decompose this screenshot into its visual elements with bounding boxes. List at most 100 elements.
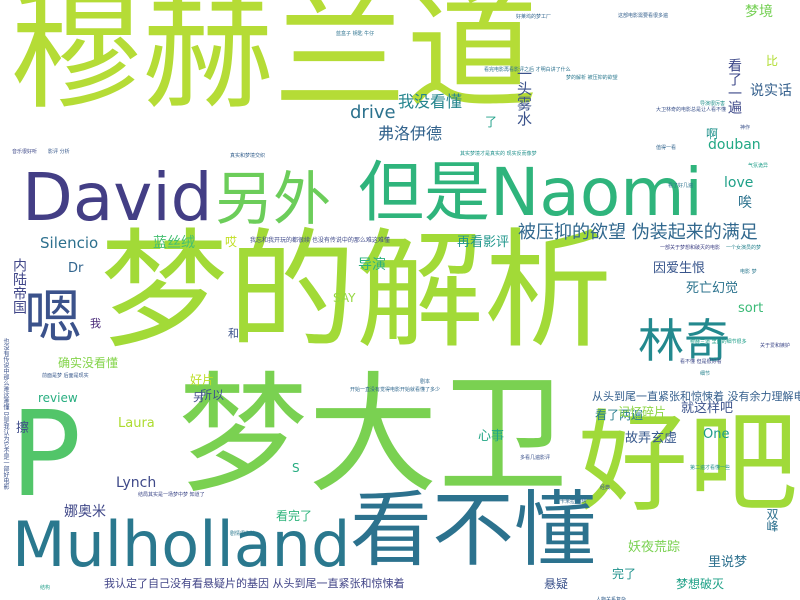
word: 再看影评 bbox=[457, 235, 510, 250]
word: Silencio bbox=[40, 234, 99, 252]
word: 结构 bbox=[40, 585, 51, 591]
word: 被压抑的欲望 伪装起来的满足 bbox=[518, 222, 758, 243]
word: 看不懂 bbox=[350, 483, 597, 578]
word: 从头到尾一直紧张和惊悚着 没有余力理解电影本身 bbox=[592, 390, 800, 403]
word: One bbox=[703, 427, 730, 442]
word: 梦的解析 bbox=[100, 217, 613, 366]
word: 我忘和我开玩的都很续 也没有传说中的那么难这难懂 bbox=[250, 237, 390, 244]
word: 了 bbox=[485, 115, 498, 129]
word: 擦 bbox=[16, 421, 30, 436]
word: 人物关系复杂 bbox=[596, 597, 627, 600]
word: 影评 分析 bbox=[48, 149, 70, 155]
word: 死亡幻觉 bbox=[686, 281, 739, 296]
word: 多看几遍影评 bbox=[520, 455, 551, 461]
word: 啊 bbox=[706, 127, 719, 141]
word: 看了好几遍 bbox=[668, 183, 694, 189]
word: 导演很厉害 bbox=[700, 101, 726, 107]
word: drive bbox=[350, 102, 396, 123]
word: sort bbox=[738, 301, 764, 316]
word: 一个女演员的梦 bbox=[726, 245, 762, 251]
word: 唉 bbox=[738, 195, 752, 211]
word: 心事 bbox=[478, 429, 505, 444]
word: 梦大卫 bbox=[178, 359, 569, 511]
word: 看完电影再看影评之后 才明白讲了什么 bbox=[484, 67, 571, 73]
word: 细节 bbox=[700, 371, 711, 377]
word: SAY bbox=[333, 291, 356, 305]
word: 双峰 bbox=[765, 508, 779, 532]
word: 穆赫兰道 bbox=[10, 0, 538, 128]
word: 第二遍才看懂一些 bbox=[690, 465, 731, 471]
word: 记忆碎片 bbox=[618, 405, 667, 419]
word: 开始一直没有觉得电影开始就看懂了多少 bbox=[350, 387, 441, 393]
word: 一部关于梦想和破灭的电影 bbox=[660, 245, 721, 251]
word: 因爱生恨 bbox=[653, 261, 706, 276]
word: 确实没看懂 bbox=[58, 356, 119, 370]
word: 剧本 bbox=[420, 379, 431, 385]
word: 穆赫兰道 里面的细节很多 bbox=[690, 339, 747, 345]
word: 剧情很烧脑 bbox=[230, 531, 256, 537]
word: 内陆帝国 bbox=[11, 258, 27, 314]
word: 气氛诡异 bbox=[748, 163, 769, 169]
word: 我没看懂 bbox=[398, 92, 463, 111]
word: 但是Naomi bbox=[358, 154, 703, 231]
word: Lynch bbox=[116, 475, 157, 491]
word: 和 bbox=[228, 327, 239, 340]
word: 梦想破灭 bbox=[676, 577, 725, 591]
word: 好莱坞的梦工厂 bbox=[516, 14, 552, 20]
word: 其实梦境才是真实的 现实反而像梦 bbox=[460, 151, 537, 157]
word: 嗯 bbox=[24, 283, 83, 351]
word: 卡米拉 丽塔 bbox=[560, 499, 587, 505]
word: 故弄玄虚 bbox=[625, 431, 678, 446]
word: 所以 bbox=[200, 388, 225, 402]
word: love bbox=[724, 175, 754, 191]
word: Laura bbox=[118, 416, 155, 431]
word: 真实和梦境交织 bbox=[230, 153, 266, 159]
word: douban bbox=[708, 137, 761, 153]
word: 弗洛伊德 bbox=[378, 124, 443, 143]
word: Dr bbox=[68, 261, 84, 276]
word: 我认定了自己没有看悬疑片的基因 从头到尾一直紧张和惊悚着 bbox=[104, 577, 405, 590]
word: Mulholland bbox=[12, 508, 351, 581]
word: 音乐很好听 bbox=[12, 149, 38, 155]
word: 娜奥米 bbox=[64, 504, 106, 520]
word: 看了一遍 bbox=[726, 58, 742, 114]
word: 说实话 bbox=[750, 83, 792, 99]
word: 另 bbox=[193, 391, 204, 404]
word: 蓝丝绒 bbox=[153, 235, 195, 251]
word: 里说梦 bbox=[708, 555, 748, 570]
word: 比 bbox=[766, 54, 779, 68]
word: 导演 bbox=[358, 257, 386, 273]
word: 梦的解析 被压抑的欲望 bbox=[566, 75, 618, 81]
word: 这部电影需要看很多遍 bbox=[618, 13, 669, 19]
word: S bbox=[292, 461, 300, 475]
word: 好片 bbox=[190, 373, 215, 387]
word: review bbox=[38, 391, 78, 405]
word: 林奇 bbox=[638, 314, 730, 368]
word: 神作 bbox=[740, 125, 751, 131]
word: 值得一看 bbox=[656, 145, 677, 151]
word: 哎 bbox=[225, 235, 238, 249]
word: 蓝盒子 钥匙 牛仔 bbox=[336, 31, 375, 37]
word: 妖夜荒踪 bbox=[628, 540, 681, 555]
word: 前面是梦 后面是现实 bbox=[42, 373, 89, 379]
word: 电影 梦 bbox=[740, 269, 757, 275]
word: 关于爱和嫉妒 bbox=[760, 343, 791, 349]
word: 看了两遍 bbox=[595, 408, 644, 422]
word: 大卫林奇的电影总是让人看不懂 bbox=[656, 107, 727, 113]
word: 另外 bbox=[215, 165, 332, 233]
word: 悬疑 bbox=[544, 577, 569, 591]
word: 梦境 bbox=[745, 4, 773, 20]
word: 看不懂 但是很好看 bbox=[680, 359, 722, 365]
word: 看完了 bbox=[276, 509, 313, 523]
word: David bbox=[22, 159, 213, 236]
word: P bbox=[10, 385, 82, 523]
word: 一头雾水 bbox=[515, 66, 533, 126]
word: 好吧 bbox=[578, 399, 798, 527]
word: 完了 bbox=[612, 567, 637, 581]
word: 经典 bbox=[600, 485, 611, 491]
word: 就这样吧 bbox=[681, 401, 734, 416]
word: 结局其实是一场梦中梦 知道了 bbox=[138, 492, 205, 498]
word: 我 bbox=[90, 317, 101, 330]
word: 也没有传说中那么难这难懂 只是我认为它不是一部好电影 bbox=[2, 338, 9, 490]
